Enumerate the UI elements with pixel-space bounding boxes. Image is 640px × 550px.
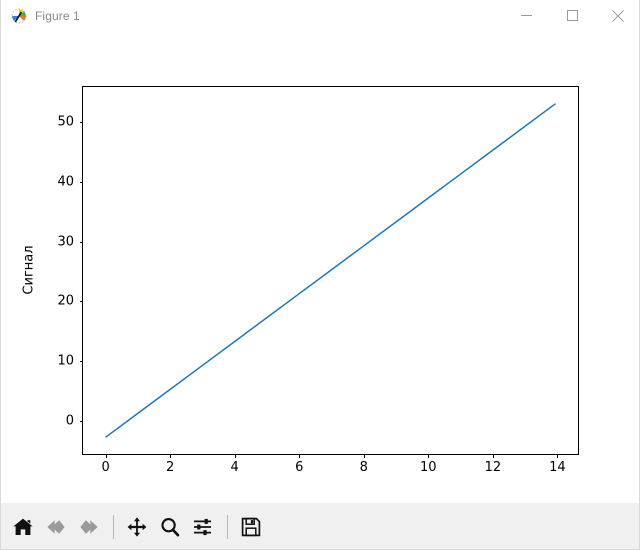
x-tick-mark — [363, 454, 365, 458]
y-tick-label: 10 — [57, 353, 74, 369]
x-tick-label: 12 — [484, 460, 502, 475]
close-icon[interactable] — [595, 0, 639, 31]
toolbar-separator-1 — [113, 514, 114, 539]
window-controls — [503, 0, 639, 31]
x-tick-label: 14 — [549, 460, 566, 475]
sliders-icon[interactable] — [187, 511, 218, 542]
window-titlebar: Figure 1 — [1, 0, 639, 32]
y-axis-label: Сигнал — [21, 245, 37, 295]
x-tick-mark — [234, 454, 236, 458]
y-tick-label: 20 — [57, 293, 74, 309]
back-arrow-icon[interactable] — [40, 511, 71, 542]
window-title: Figure 1 — [35, 8, 80, 23]
maximize-icon[interactable] — [549, 0, 595, 31]
x-tick-mark — [492, 454, 494, 458]
x-tick-mark — [105, 454, 107, 458]
x-tick-label: 0 — [101, 460, 110, 475]
navigation-toolbar — [1, 503, 639, 549]
y-tick-label: 40 — [57, 174, 74, 190]
magnifier-icon[interactable] — [154, 511, 185, 542]
x-tick-label: 10 — [420, 460, 437, 475]
y-tick-mark — [79, 241, 83, 243]
x-tick-mark — [170, 454, 172, 458]
y-tick-label: 50 — [57, 114, 74, 130]
x-tick-label: 2 — [165, 460, 175, 475]
y-tick-mark — [79, 421, 83, 423]
pan-move-icon[interactable] — [121, 511, 152, 542]
forward-arrow-icon[interactable] — [73, 511, 104, 542]
x-tick-label: 4 — [230, 460, 239, 475]
x-tick-label: 6 — [295, 460, 304, 475]
matplotlib-logo-icon — [11, 8, 27, 24]
data-line-series — [83, 87, 578, 454]
y-tick-label: 30 — [57, 234, 74, 250]
y-tick-mark — [79, 361, 83, 363]
minimize-icon[interactable] — [503, 0, 549, 31]
floppy-disk-icon[interactable] — [235, 511, 266, 542]
x-tick-mark — [428, 454, 430, 458]
x-tick-mark — [557, 454, 559, 458]
x-tick-label: 8 — [359, 460, 368, 475]
x-tick-mark — [299, 454, 301, 458]
toolbar-separator-2 — [227, 514, 228, 539]
y-tick-mark — [79, 121, 83, 123]
y-tick-label: 0 — [65, 413, 74, 429]
y-tick-mark — [79, 181, 83, 183]
y-tick-mark — [79, 301, 83, 303]
plot-axes[interactable]: 0 10 20 30 40 50 0 2 4 6 8 10 12 14 — [57, 86, 579, 475]
home-icon[interactable] — [7, 511, 38, 542]
